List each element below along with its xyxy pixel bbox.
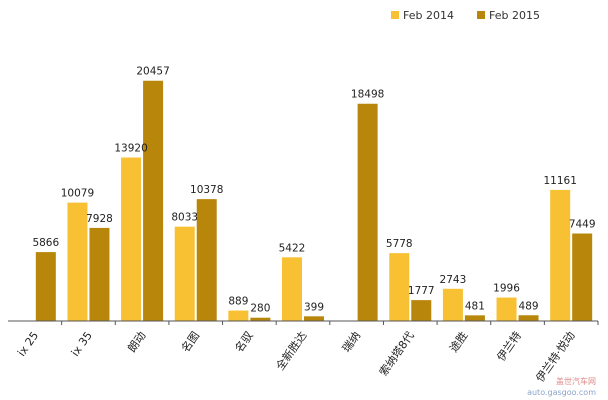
bar-feb-2015-10 <box>572 233 593 321</box>
x-axis <box>8 320 599 325</box>
value-label-feb-2014-1: 10079 <box>61 188 94 200</box>
bar-feb-2014-10 <box>550 189 571 321</box>
bar-feb-2015-4 <box>250 317 271 321</box>
legend-swatch-feb-2015 <box>477 11 485 19</box>
value-label-feb-2014-5: 5422 <box>279 242 306 254</box>
value-label-feb-2014-8: 2743 <box>440 274 467 286</box>
bar-feb-2015-7 <box>411 300 432 321</box>
bars-layer <box>35 80 593 322</box>
bar-feb-2014-2 <box>121 157 142 321</box>
category-label: 途胜 <box>446 329 470 355</box>
legend: Feb 2014 Feb 2015 <box>391 9 540 22</box>
legend-label-feb-2015: Feb 2015 <box>489 9 540 22</box>
bar-feb-2015-0 <box>35 252 56 321</box>
value-label-feb-2014-10: 11161 <box>543 175 576 187</box>
watermark: 盖世汽车网 auto.gasgoo.com <box>527 376 596 397</box>
value-label-feb-2014-9: 1996 <box>493 283 520 295</box>
value-label-feb-2015-10: 7449 <box>569 219 596 231</box>
legend-swatch-feb-2014 <box>391 11 399 19</box>
value-label-feb-2015-5: 399 <box>304 301 324 313</box>
value-label-feb-2015-4: 280 <box>250 303 270 315</box>
bar-feb-2014-7 <box>389 253 410 321</box>
bar-feb-2015-9 <box>518 315 539 321</box>
value-label-feb-2014-7: 5778 <box>386 238 413 250</box>
bar-feb-2014-4 <box>228 310 249 321</box>
value-label-feb-2015-1: 7928 <box>86 213 113 225</box>
bar-feb-2015-2 <box>143 80 164 321</box>
bar-feb-2015-5 <box>304 316 324 321</box>
category-label: 名驭 <box>232 329 256 355</box>
value-label-feb-2015-0: 5866 <box>32 237 59 249</box>
bar-feb-2015-3 <box>196 199 217 321</box>
value-label-feb-2014-3: 8033 <box>171 212 198 224</box>
bar-feb-2014-3 <box>174 226 195 321</box>
value-label-feb-2015-6: 18498 <box>351 89 384 101</box>
value-label-feb-2014-4: 889 <box>228 296 248 308</box>
bar-feb-2015-6 <box>357 103 378 322</box>
value-label-feb-2015-2: 20457 <box>136 66 169 78</box>
category-label: 瑞纳 <box>339 329 363 355</box>
category-label: ix 35 <box>69 329 95 359</box>
category-label: ix 25 <box>15 329 41 359</box>
bar-feb-2014-8 <box>442 288 463 321</box>
bar-feb-2015-8 <box>464 315 485 321</box>
value-label-feb-2014-2: 13920 <box>114 143 147 155</box>
category-label: 名图 <box>178 329 202 355</box>
watermark-line2: auto.gasgoo.com <box>527 388 596 397</box>
category-label: 索纳塔8代 <box>376 329 417 379</box>
legend-label-feb-2014: Feb 2014 <box>403 9 454 22</box>
value-label-feb-2015-3: 10378 <box>190 184 223 196</box>
bar-feb-2014-1 <box>67 202 88 321</box>
category-label: 全新胜达 <box>273 329 310 373</box>
category-label: 伊兰特 <box>494 329 524 364</box>
category-label: 朗动 <box>125 329 148 354</box>
value-label-feb-2015-7: 1777 <box>408 285 435 297</box>
value-label-feb-2015-9: 489 <box>519 300 539 312</box>
category-labels-layer: ix 25 ix 35 朗动 名图 名驭 全新胜达 瑞纳 索纳塔8代 途胜 伊兰特 伊兰特·悦动 <box>15 329 578 385</box>
value-label-feb-2015-8: 481 <box>465 300 485 312</box>
bar-feb-2014-9 <box>496 297 517 321</box>
watermark-line1: 盖世汽车网 <box>556 376 596 386</box>
bar-feb-2015-1 <box>89 227 110 321</box>
bar-feb-2014-5 <box>282 257 302 321</box>
